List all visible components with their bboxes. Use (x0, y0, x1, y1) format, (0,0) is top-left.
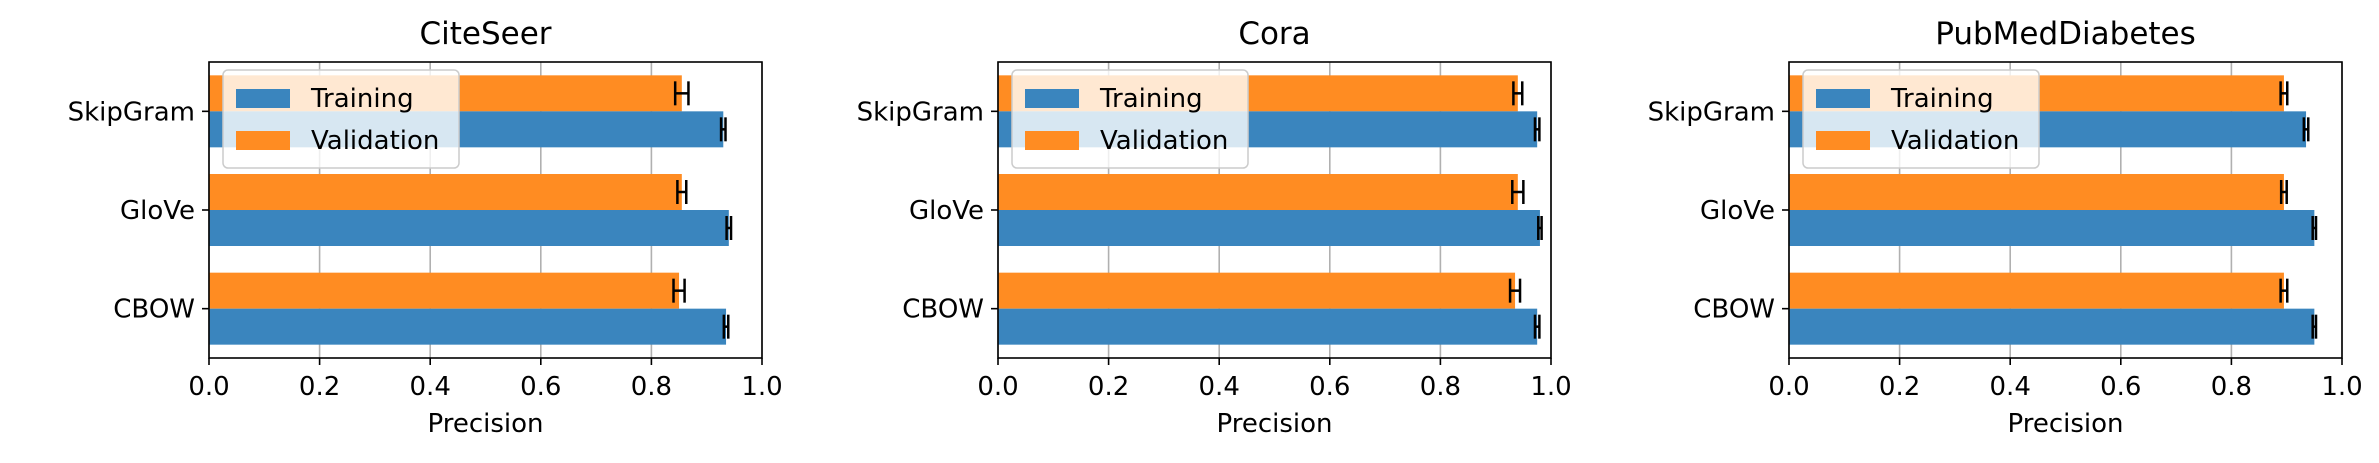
y-tick-label: SkipGram (1648, 97, 1775, 127)
error-bar-validation-glove (1511, 180, 1525, 204)
y-tick-label: CBOW (113, 295, 195, 325)
y-tick-label: GloVe (120, 196, 195, 226)
error-bar-training-skipgram (1533, 117, 1541, 142)
x-tick-label: 0.0 (977, 372, 1018, 402)
y-tick-label: CBOW (1693, 295, 1775, 325)
x-tick-label: 0.2 (1879, 372, 1920, 402)
x-tick-label: 0.0 (1768, 372, 1809, 402)
error-bar-training-cbow (1533, 314, 1541, 339)
x-axis-label: Precision (427, 409, 543, 439)
chart-panel-1: SkipGram GloVe CBOW 0.0 0.2 0.4 0.6 0.8 1.0 Cora P… (857, 16, 1572, 439)
bar-training-glove (998, 210, 1540, 246)
error-bar-training-skipgram (719, 117, 727, 142)
legend-swatch-validation (1025, 131, 1079, 150)
error-bar-training-cbow (722, 314, 730, 339)
legend: Training Validation (1011, 69, 1249, 169)
y-tick-label: GloVe (1700, 196, 1775, 226)
y-tick-label: SkipGram (857, 97, 984, 127)
y-tick-label: CBOW (902, 295, 984, 325)
legend-swatch-training (1025, 89, 1079, 108)
legend-label-training: Training (310, 84, 414, 114)
axes-frame (208, 61, 763, 359)
legend-swatch-training (1816, 89, 1870, 108)
x-tick-label: 0.4 (410, 372, 451, 402)
error-bar-training-glove (2311, 216, 2318, 240)
axes-frame (997, 61, 1552, 359)
bar-validation-glove (998, 174, 1518, 210)
chart-panel-0: SkipGram GloVe CBOW 0.0 0.2 0.4 0.6 0.8 1.0 CiteS… (68, 16, 783, 439)
error-bar-training-glove (1537, 216, 1543, 240)
bar-validation-cbow (209, 272, 680, 309)
legend-label-validation: Validation (1891, 126, 2019, 156)
bar-training-cbow (1789, 308, 2315, 345)
error-bar-training-skipgram (2302, 117, 2310, 142)
x-tick-label: 0.4 (1199, 372, 1240, 402)
x-tick-label: 0.4 (1990, 372, 2031, 402)
legend-swatch-training (236, 89, 290, 108)
legend: Training Validation (222, 69, 460, 169)
error-bar-validation-cbow (2279, 278, 2289, 303)
x-tick-label: 1.0 (741, 372, 782, 402)
y-tick-label: SkipGram (68, 97, 195, 127)
bar-training-glove (1789, 210, 2315, 246)
legend-swatch-validation (1816, 131, 1870, 150)
error-bar-training-cbow (2311, 314, 2318, 339)
chart-title: Cora (1238, 16, 1310, 52)
legend: Training Validation (1802, 69, 2040, 169)
legend-label-validation: Validation (311, 126, 439, 156)
x-tick-label: 0.6 (2100, 372, 2141, 402)
x-tick-label: 0.2 (1088, 372, 1129, 402)
error-bar-validation-glove (676, 180, 688, 204)
chart-title: PubMedDiabetes (1935, 16, 2196, 52)
bar-training-glove (209, 210, 729, 246)
x-tick-label: 0.6 (520, 372, 561, 402)
bar-validation-glove (1789, 174, 2284, 210)
bar-validation-cbow (998, 272, 1516, 309)
legend-swatch-validation (236, 131, 290, 150)
bar-training-cbow (998, 308, 1538, 345)
axes-frame (1788, 61, 2343, 359)
x-tick-label: 0.8 (1420, 372, 1461, 402)
x-axis-label: Precision (2007, 409, 2123, 439)
x-tick-label: 0.6 (1309, 372, 1350, 402)
legend-label-training: Training (1890, 84, 1994, 114)
bar-validation-glove (209, 174, 682, 210)
y-tick-label: GloVe (909, 196, 984, 226)
x-tick-label: 0.0 (188, 372, 229, 402)
x-tick-label: 1.0 (2321, 372, 2362, 402)
chart-panel-2: SkipGram GloVe CBOW 0.0 0.2 0.4 0.6 0.8 1.0 PubMe… (1648, 16, 2363, 439)
error-bar-validation-cbow (1508, 278, 1522, 303)
error-bar-validation-skipgram (1512, 81, 1524, 106)
bar-training-cbow (209, 308, 727, 345)
x-tick-label: 0.8 (631, 372, 672, 402)
error-bar-validation-glove (2279, 180, 2288, 204)
error-bar-training-glove (725, 216, 733, 240)
error-bar-validation-cbow (672, 278, 686, 303)
legend-label-validation: Validation (1100, 126, 1228, 156)
x-tick-label: 1.0 (1530, 372, 1571, 402)
legend-label-training: Training (1099, 84, 1203, 114)
error-bar-validation-skipgram (2279, 81, 2289, 106)
x-tick-label: 0.2 (299, 372, 340, 402)
bar-validation-cbow (1789, 272, 2284, 309)
error-bar-validation-skipgram (673, 81, 690, 106)
chart-title: CiteSeer (419, 16, 551, 52)
x-tick-label: 0.8 (2211, 372, 2252, 402)
x-axis-label: Precision (1216, 409, 1332, 439)
